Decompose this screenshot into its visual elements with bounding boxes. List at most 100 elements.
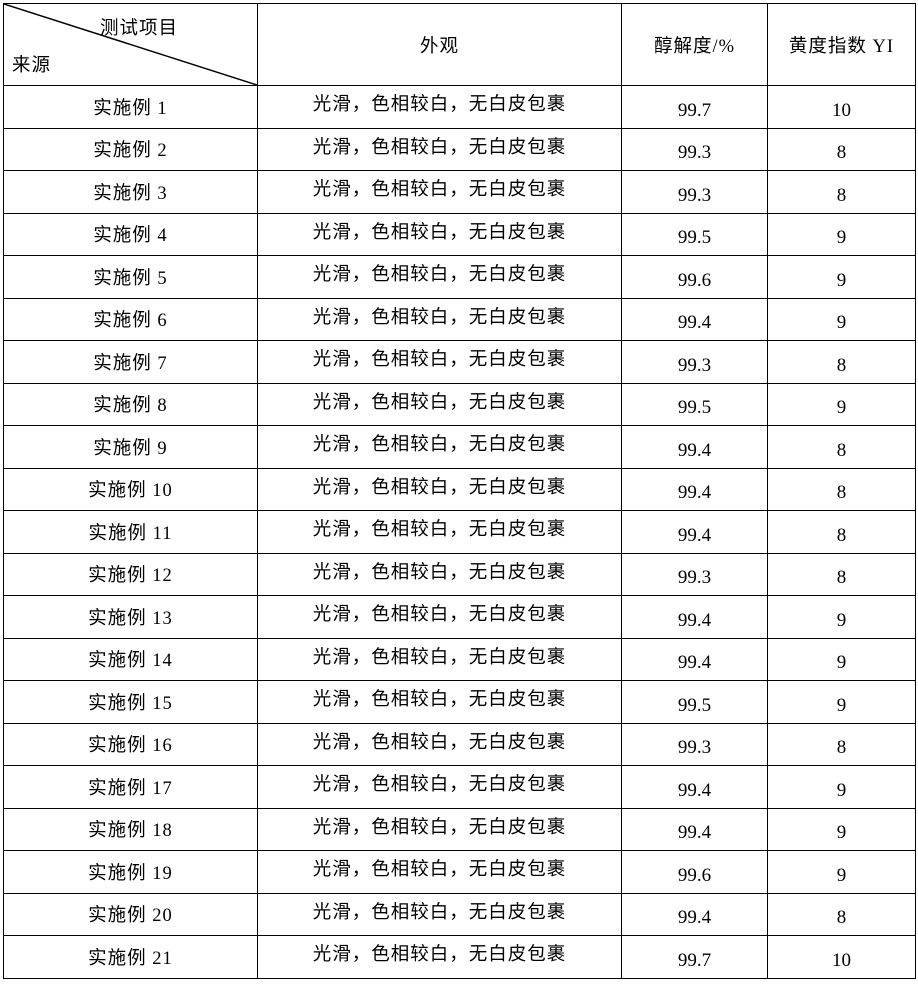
cell-yi: 10 xyxy=(768,86,916,129)
table-row: 实施例 15光滑，色相较白，无白皮包裹99.59 xyxy=(4,681,916,724)
source-label: 实施例 15 xyxy=(88,694,173,714)
cell-appearance: 光滑，色相较白，无白皮包裹 xyxy=(258,681,622,724)
cell-degree: 99.4 xyxy=(622,426,768,469)
cell-yi: 9 xyxy=(768,596,916,639)
appearance-label: 光滑，色相较白，无白皮包裹 xyxy=(313,478,567,498)
source-label: 实施例 6 xyxy=(93,311,167,331)
header-diagonal-cell: 测试项目 来源 xyxy=(4,4,258,86)
header-source: 来源 xyxy=(12,51,51,77)
cell-degree: 99.6 xyxy=(622,256,768,299)
cell-degree: 99.4 xyxy=(622,596,768,639)
cell-yi: 9 xyxy=(768,256,916,299)
appearance-label: 光滑，色相较白，无白皮包裹 xyxy=(313,945,567,965)
table-row: 实施例 17光滑，色相较白，无白皮包裹99.49 xyxy=(4,766,916,809)
cell-yi: 8 xyxy=(768,553,916,596)
cell-source: 实施例 5 xyxy=(4,256,258,299)
table-row: 实施例 1光滑，色相较白，无白皮包裹99.710 xyxy=(4,86,916,129)
cell-degree: 99.3 xyxy=(622,723,768,766)
source-label: 实施例 11 xyxy=(89,524,173,544)
cell-degree: 99.6 xyxy=(622,851,768,894)
table-row: 实施例 4光滑，色相较白，无白皮包裹99.59 xyxy=(4,213,916,256)
cell-source: 实施例 10 xyxy=(4,468,258,511)
cell-appearance: 光滑，色相较白，无白皮包裹 xyxy=(258,596,622,639)
cell-appearance: 光滑，色相较白，无白皮包裹 xyxy=(258,128,622,171)
cell-source: 实施例 20 xyxy=(4,893,258,936)
appearance-label: 光滑，色相较白，无白皮包裹 xyxy=(313,690,567,710)
cell-appearance: 光滑，色相较白，无白皮包裹 xyxy=(258,383,622,426)
source-label: 实施例 18 xyxy=(88,821,173,841)
cell-degree: 99.3 xyxy=(622,128,768,171)
table-row: 实施例 16光滑，色相较白，无白皮包裹99.38 xyxy=(4,723,916,766)
table-row: 实施例 12 光滑，色相较白，无白皮包裹99.38 xyxy=(4,553,916,596)
table-row: 实施例 18光滑，色相较白，无白皮包裹99.49 xyxy=(4,808,916,851)
header-appearance-label: 外观 xyxy=(420,37,459,57)
source-label: 实施例 17 xyxy=(88,779,173,799)
source-label: 实施例 21 xyxy=(88,949,173,969)
source-label: 实施例 1 xyxy=(93,99,167,119)
appearance-label: 光滑，色相较白，无白皮包裹 xyxy=(313,223,567,243)
table-row: 实施例 8光滑，色相较白，无白皮包裹99.59 xyxy=(4,383,916,426)
cell-appearance: 光滑，色相较白，无白皮包裹 xyxy=(258,511,622,554)
cell-degree: 99.5 xyxy=(622,383,768,426)
cell-appearance: 光滑，色相较白，无白皮包裹 xyxy=(258,553,622,596)
header-appearance: 外观 xyxy=(258,4,622,86)
source-label: 实施例 19 xyxy=(88,864,173,884)
cell-source: 实施例 17 xyxy=(4,766,258,809)
cell-source: 实施例 12 xyxy=(4,553,258,596)
appearance-label: 光滑，色相较白，无白皮包裹 xyxy=(313,903,567,923)
cell-yi: 8 xyxy=(768,128,916,171)
appearance-label: 光滑，色相较白，无白皮包裹 xyxy=(313,860,567,880)
cell-source: 实施例 1 xyxy=(4,86,258,129)
table-body: 实施例 1光滑，色相较白，无白皮包裹99.710实施例 2光滑，色相较白，无白皮… xyxy=(4,86,916,979)
cell-source: 实施例 3 xyxy=(4,171,258,214)
source-label: 实施例 20 xyxy=(88,906,173,926)
cell-yi: 9 xyxy=(768,638,916,681)
table-row: 实施例 9光滑，色相较白，无白皮包裹99.48 xyxy=(4,426,916,469)
source-label: 实施例 5 xyxy=(93,269,167,289)
cell-appearance: 光滑，色相较白，无白皮包裹 xyxy=(258,213,622,256)
cell-degree: 99.4 xyxy=(622,766,768,809)
cell-yi: 8 xyxy=(768,341,916,384)
cell-degree: 99.4 xyxy=(622,893,768,936)
cell-yi: 9 xyxy=(768,213,916,256)
cell-degree: 99.3 xyxy=(622,553,768,596)
header-yi-label: 黄度指数 YI xyxy=(789,37,894,57)
source-label: 实施例 14 xyxy=(88,651,173,671)
cell-source: 实施例 6 xyxy=(4,298,258,341)
appearance-label: 光滑，色相较白，无白皮包裹 xyxy=(313,180,567,200)
cell-yi: 9 xyxy=(768,681,916,724)
appearance-label: 光滑，色相较白，无白皮包裹 xyxy=(313,520,567,540)
cell-appearance: 光滑，色相较白，无白皮包裹 xyxy=(258,808,622,851)
cell-appearance: 光滑，色相较白，无白皮包裹 xyxy=(258,256,622,299)
cell-appearance: 光滑，色相较白，无白皮包裹 xyxy=(258,426,622,469)
cell-yi: 9 xyxy=(768,851,916,894)
cell-appearance: 光滑，色相较白，无白皮包裹 xyxy=(258,851,622,894)
header-yi: 黄度指数 YI xyxy=(768,4,916,86)
table-row: 实施例 10光滑，色相较白，无白皮包裹99.48 xyxy=(4,468,916,511)
appearance-label: 光滑，色相较白，无白皮包裹 xyxy=(313,265,567,285)
cell-yi: 8 xyxy=(768,511,916,554)
cell-appearance: 光滑，色相较白，无白皮包裹 xyxy=(258,936,622,979)
cell-source: 实施例 15 xyxy=(4,681,258,724)
source-label: 实施例 8 xyxy=(93,396,167,416)
cell-appearance: 光滑，色相较白，无白皮包裹 xyxy=(258,638,622,681)
appearance-label: 光滑，色相较白，无白皮包裹 xyxy=(313,393,567,413)
table-row: 实施例 14 光滑，色相较白，无白皮包裹99.49 xyxy=(4,638,916,681)
table-row: 实施例 5 光滑，色相较白，无白皮包裹 99.69 xyxy=(4,256,916,299)
cell-source: 实施例 13 xyxy=(4,596,258,639)
cell-appearance: 光滑，色相较白，无白皮包裹 xyxy=(258,723,622,766)
cell-appearance: 光滑，色相较白，无白皮包裹 xyxy=(258,341,622,384)
cell-yi: 8 xyxy=(768,723,916,766)
data-table: 测试项目 来源 外观 醇解度/% 黄度指数 YI 实施例 1光滑，色相较白，无白… xyxy=(3,3,916,979)
table-row: 实施例 20光滑，色相较白，无白皮包裹99.48 xyxy=(4,893,916,936)
cell-appearance: 光滑，色相较白，无白皮包裹 xyxy=(258,468,622,511)
table-header-row: 测试项目 来源 外观 醇解度/% 黄度指数 YI xyxy=(4,4,916,86)
cell-yi: 8 xyxy=(768,468,916,511)
table-row: 实施例 19 光滑，色相较白，无白皮包裹 99.69 xyxy=(4,851,916,894)
cell-yi: 9 xyxy=(768,808,916,851)
appearance-label: 光滑，色相较白，无白皮包裹 xyxy=(313,818,567,838)
appearance-label: 光滑，色相较白，无白皮包裹 xyxy=(313,308,567,328)
source-label: 实施例 12 xyxy=(88,566,173,586)
cell-source: 实施例 7 xyxy=(4,341,258,384)
cell-degree: 99.4 xyxy=(622,638,768,681)
